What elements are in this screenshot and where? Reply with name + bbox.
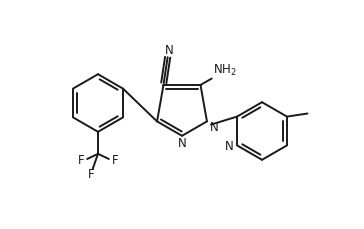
Text: F: F [78, 155, 84, 167]
Text: N: N [178, 137, 186, 150]
Text: N: N [165, 44, 173, 57]
Text: F: F [87, 168, 94, 181]
Text: N: N [210, 121, 218, 134]
Text: N: N [225, 140, 233, 153]
Text: F: F [111, 155, 118, 167]
Text: NH$_2$: NH$_2$ [213, 63, 237, 79]
